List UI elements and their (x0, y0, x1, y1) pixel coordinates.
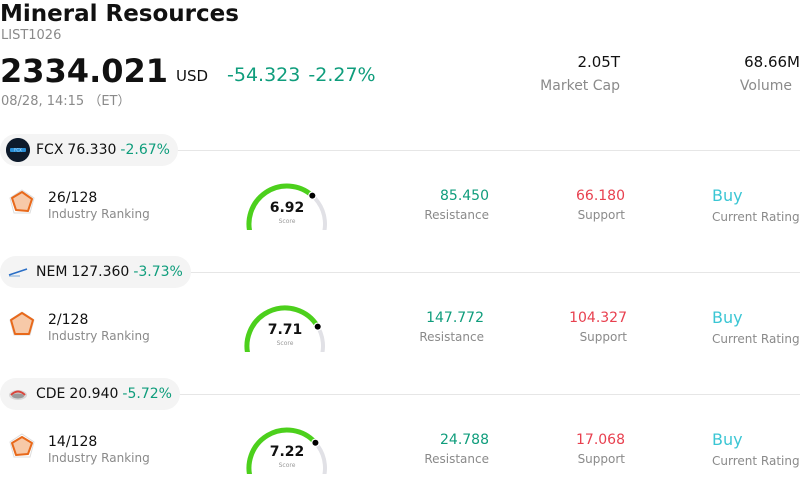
stock-section-nem: NEM 127.360 -3.73% 2/128 Industry Rankin… (0, 256, 800, 378)
section-divider (0, 394, 800, 395)
gauge-marker (309, 192, 316, 199)
stock-change-pct: -3.73% (133, 264, 183, 280)
support-label: Support (577, 452, 625, 466)
score-gauge (246, 427, 327, 474)
score-gauge (246, 183, 327, 230)
resistance-label: Resistance (419, 330, 484, 344)
industry-rank-label: Industry Ranking (48, 207, 150, 221)
section-divider (0, 272, 800, 273)
support-value: 66.180 (576, 188, 625, 204)
support-label: Support (577, 208, 625, 222)
rating-label: Current Rating (712, 332, 800, 346)
support-value: 104.327 (569, 310, 627, 326)
radar-chart-icon (9, 311, 35, 336)
radar-chart-icon (9, 189, 35, 214)
score-gauge (244, 305, 325, 352)
resistance-label: Resistance (424, 208, 489, 222)
market-cap-value: 2.05T (577, 53, 620, 71)
gauge-marker (312, 439, 319, 446)
stock-pill-cde[interactable]: CDE 20.940 -5.72% (0, 378, 180, 410)
industry-rank-value: 26/128 (48, 190, 98, 206)
industry-rank-value: 14/128 (48, 434, 98, 450)
stock-pill-nem[interactable]: NEM 127.360 -3.73% (0, 256, 191, 288)
stock-symbol: NEM (36, 264, 68, 280)
score-label: Score (278, 218, 296, 225)
price-change: -54.323 -2.27% (227, 64, 376, 86)
stock-change-pct: -2.67% (120, 142, 170, 158)
stock-section-fcx: FCX FCX 76.330 -2.67% 26/128 Industry Ra… (0, 134, 800, 256)
stock-section-cde: CDE 20.940 -5.72% 14/128 Industry Rankin… (0, 378, 800, 500)
support-value: 17.068 (576, 432, 625, 448)
score-value: 6.92 (269, 200, 305, 216)
rating-label: Current Rating (712, 454, 800, 468)
svg-text:FCX: FCX (14, 148, 22, 153)
resistance-value: 85.450 (440, 188, 489, 204)
score-value: 7.22 (269, 444, 305, 460)
score-value: 7.71 (267, 322, 303, 338)
resistance-value: 147.772 (426, 310, 484, 326)
index-code: LIST1026 (1, 28, 62, 43)
rating-value[interactable]: Buy (712, 430, 743, 449)
gauge-fill (246, 183, 315, 230)
industry-rank-label: Industry Ranking (48, 329, 150, 343)
score-label: Score (278, 462, 296, 469)
stock-symbol: CDE (36, 386, 66, 402)
volume-value: 68.66M (744, 53, 800, 71)
resistance-value: 24.788 (440, 432, 489, 448)
stock-price: 127.360 (71, 264, 130, 280)
volume-label: Volume (739, 78, 792, 94)
gauge-marker (314, 323, 321, 330)
timestamp: 08/28, 14:15 （ET） (1, 94, 131, 109)
score-label: Score (276, 340, 294, 347)
support-label: Support (579, 330, 627, 344)
stock-price: 20.940 (69, 386, 119, 402)
radar-chart-icon (9, 433, 35, 458)
rating-value[interactable]: Buy (712, 308, 743, 327)
page-title: Mineral Resources (0, 1, 239, 27)
currency-label: USD (176, 67, 209, 85)
nem-logo-icon (6, 260, 30, 284)
rating-label: Current Rating (712, 210, 800, 224)
industry-rank-value: 2/128 (48, 312, 89, 328)
gauge-fill (244, 305, 321, 352)
index-price: 2334.021 (0, 52, 169, 90)
stock-price: 76.330 (67, 142, 117, 158)
gauge-fill (246, 427, 318, 474)
section-divider (0, 150, 800, 151)
fcx-logo-icon: FCX (6, 138, 30, 162)
resistance-label: Resistance (424, 452, 489, 466)
stock-change-pct: -5.72% (122, 386, 172, 402)
stock-symbol: FCX (36, 142, 64, 158)
rating-value[interactable]: Buy (712, 186, 743, 205)
cde-logo-icon (6, 382, 30, 406)
stock-pill-fcx[interactable]: FCX FCX 76.330 -2.67% (0, 134, 178, 166)
market-cap-label: Market Cap (540, 78, 620, 94)
industry-rank-label: Industry Ranking (48, 451, 150, 465)
